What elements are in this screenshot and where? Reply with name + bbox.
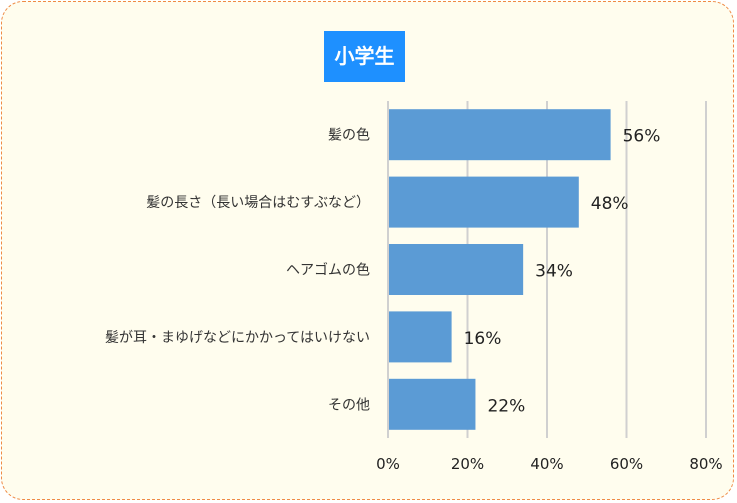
x-tick-label: 0% xyxy=(376,455,400,473)
category-label: その他 xyxy=(328,397,370,413)
category-label: 髪が耳・まゆげなどにかかってはいけない xyxy=(105,330,370,346)
category-label: ヘアゴムの色 xyxy=(286,262,370,279)
data-label: 16% xyxy=(464,329,502,349)
x-tick-label: 60% xyxy=(610,455,643,473)
chart-title: 小学生 xyxy=(324,31,405,82)
x-tick-label: 40% xyxy=(530,455,563,473)
category-label: 髪の色 xyxy=(328,127,370,144)
data-label: 34% xyxy=(535,262,573,282)
bar xyxy=(389,378,476,430)
data-label: 22% xyxy=(487,396,525,416)
bar xyxy=(389,109,611,161)
bar xyxy=(389,176,579,228)
x-tick-label: 80% xyxy=(689,455,722,473)
data-label: 56% xyxy=(623,127,661,147)
x-tick-label: 20% xyxy=(451,455,484,473)
category-label: 髪の長さ（長い場合はむすぶなど） xyxy=(146,195,370,211)
bar xyxy=(389,244,524,295)
bar xyxy=(389,311,452,363)
data-label: 48% xyxy=(591,194,629,214)
